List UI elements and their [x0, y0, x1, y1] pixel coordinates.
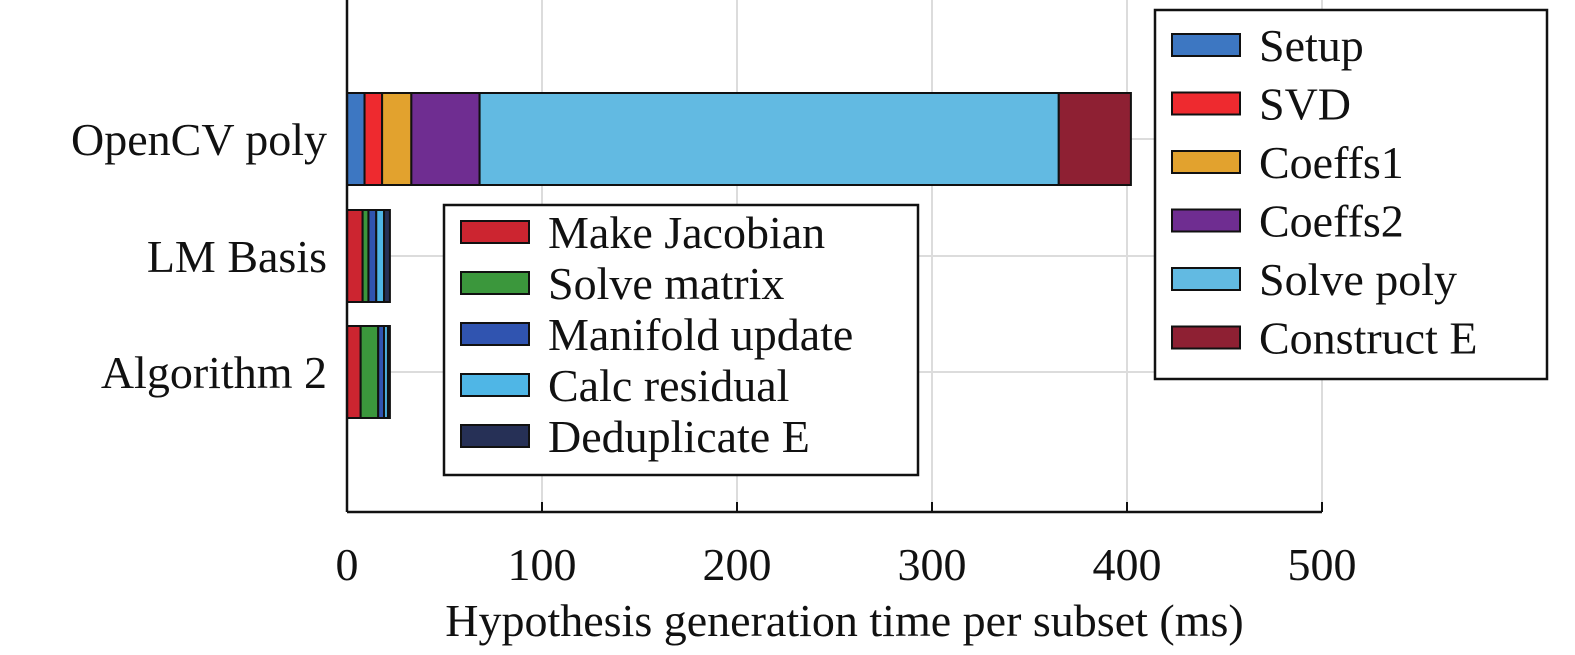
x-tick-labels: 0 100 200 300 400 500	[336, 539, 1357, 590]
category-label-lm-basis: LM Basis	[147, 231, 327, 282]
bar-stacks	[346, 92, 1132, 419]
x-tick-label-200: 200	[703, 539, 772, 590]
legend-label-coeffs1: Coeffs1	[1259, 137, 1404, 188]
x-tick-label-0: 0	[336, 539, 359, 590]
legend-swatch-deduplicate-e	[460, 424, 530, 448]
legend-swatch-construct-e	[1171, 325, 1241, 350]
bar-segment-algorithm-2-deduplicate-e	[386, 325, 391, 419]
legend-label-make-jacobian: Make Jacobian	[548, 207, 825, 258]
x-tick-label-300: 300	[898, 539, 967, 590]
x-tick-label-500: 500	[1288, 539, 1357, 590]
legend-swatch-manifold-update	[460, 322, 530, 346]
legend-label-deduplicate-e: Deduplicate E	[548, 411, 810, 462]
category-labels: OpenCV poly LM Basis Algorithm 2	[71, 114, 327, 398]
legend-label-svd: SVD	[1259, 79, 1351, 130]
legend-swatch-calc-residual	[460, 373, 530, 397]
bar-segment-lm-basis-deduplicate-e	[383, 209, 391, 303]
legend-label-setup: Setup	[1259, 20, 1364, 71]
legend-swatch-make-jacobian	[460, 220, 530, 244]
x-tick-label-100: 100	[508, 539, 577, 590]
legend-label-solve-poly: Solve poly	[1259, 254, 1457, 305]
legend-label-coeffs2: Coeffs2	[1259, 196, 1404, 247]
bar-segment-lm-basis-calc-residual	[375, 209, 386, 303]
legend-top-right: Setup SVD Coeffs1 Coeffs2 Solve poly Construc…	[1153, 8, 1549, 381]
x-axis-title: Hypothesis generation time per subset (m…	[445, 595, 1243, 646]
legend-swatch-solve-poly	[1171, 267, 1241, 291]
legend-label-solve-matrix: Solve matrix	[548, 258, 784, 309]
bar-segment-lm-basis-make-jacobian	[346, 209, 364, 303]
legend-swatch-svd	[1171, 91, 1241, 116]
bar-segment-opencv-poly-coeffs1	[381, 92, 413, 186]
bar-segment-lm-basis-manifold-update	[367, 209, 378, 303]
category-label-opencv-poly: OpenCV poly	[71, 114, 327, 165]
bar-segment-algorithm-2-solve-matrix	[359, 325, 380, 419]
legends: Setup SVD Coeffs1 Coeffs2 Solve poly Construc…	[442, 8, 1549, 477]
bar-segment-algorithm-2-make-jacobian	[346, 325, 362, 419]
x-tick-label-400: 400	[1093, 539, 1162, 590]
bar-segment-opencv-poly-solve-poly	[478, 92, 1060, 186]
legend-label-calc-residual: Calc residual	[548, 360, 789, 411]
category-label-algorithm-2: Algorithm 2	[101, 347, 327, 398]
legend-swatch-solve-matrix	[460, 271, 530, 295]
bar-segment-opencv-poly-construct-e	[1057, 92, 1132, 186]
legend-swatch-coeffs1	[1171, 150, 1241, 174]
legend-label-manifold-update: Manifold update	[548, 309, 853, 360]
legend-label-construct-e: Construct E	[1259, 313, 1477, 364]
bar-segment-opencv-poly-coeffs2	[410, 92, 481, 186]
legend-swatch-setup	[1171, 33, 1241, 57]
legend-frame	[1153, 8, 1549, 381]
axes	[345, 0, 1323, 514]
legend-swatch-coeffs2	[1171, 208, 1241, 233]
bar-segment-opencv-poly-svd	[363, 92, 384, 186]
bar-segment-opencv-poly-setup	[346, 92, 366, 186]
